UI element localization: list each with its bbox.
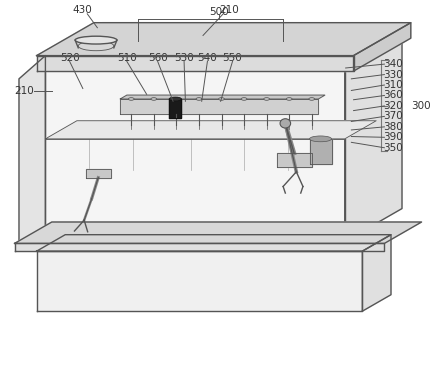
Ellipse shape [309, 98, 315, 100]
Text: 310: 310 [383, 80, 403, 90]
Text: 560: 560 [148, 53, 167, 62]
Text: 370: 370 [383, 112, 403, 121]
Ellipse shape [264, 98, 269, 100]
Text: 300: 300 [411, 101, 430, 110]
Polygon shape [120, 99, 319, 114]
Polygon shape [362, 235, 391, 311]
Polygon shape [310, 139, 331, 164]
Ellipse shape [128, 98, 134, 100]
Ellipse shape [286, 98, 292, 100]
Text: 210: 210 [220, 5, 239, 15]
Polygon shape [37, 235, 391, 251]
Ellipse shape [151, 98, 157, 100]
Ellipse shape [241, 98, 247, 100]
Polygon shape [46, 23, 402, 56]
Text: 330: 330 [383, 69, 403, 80]
Ellipse shape [75, 36, 117, 44]
Text: 360: 360 [383, 90, 403, 101]
Ellipse shape [310, 136, 331, 142]
Circle shape [280, 119, 291, 128]
Text: 510: 510 [117, 53, 137, 62]
Polygon shape [15, 222, 422, 243]
Ellipse shape [219, 98, 224, 100]
Text: 390: 390 [383, 132, 403, 142]
Text: 430: 430 [72, 5, 92, 15]
Polygon shape [354, 23, 411, 71]
Polygon shape [345, 23, 402, 241]
Text: 500: 500 [210, 7, 229, 17]
Text: 550: 550 [223, 53, 242, 62]
Polygon shape [15, 243, 385, 251]
Polygon shape [276, 153, 312, 167]
Polygon shape [37, 23, 411, 56]
Text: 530: 530 [174, 53, 194, 62]
Polygon shape [37, 251, 362, 311]
Text: 340: 340 [383, 59, 403, 69]
Text: 320: 320 [383, 101, 403, 111]
Text: 380: 380 [383, 122, 403, 132]
Ellipse shape [169, 97, 182, 101]
Polygon shape [46, 121, 376, 139]
Polygon shape [169, 99, 182, 118]
Ellipse shape [196, 98, 202, 100]
Polygon shape [46, 56, 345, 241]
Ellipse shape [174, 98, 179, 100]
Polygon shape [120, 95, 325, 99]
Ellipse shape [78, 41, 114, 51]
Text: 540: 540 [198, 53, 217, 62]
Polygon shape [19, 56, 46, 249]
Text: 520: 520 [60, 53, 79, 62]
Polygon shape [37, 56, 354, 71]
Text: 210: 210 [15, 86, 34, 96]
Text: 350: 350 [383, 143, 403, 153]
Polygon shape [86, 169, 111, 177]
